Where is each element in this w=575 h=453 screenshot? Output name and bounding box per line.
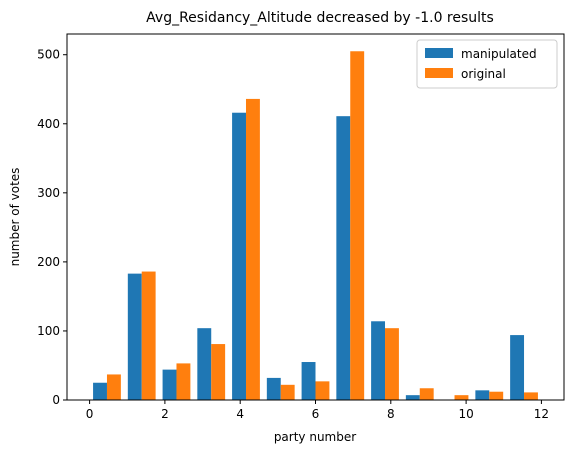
y-tick-label: 100 [37, 324, 60, 338]
bar-original [489, 391, 504, 400]
bar-manipulated [266, 377, 281, 400]
bar-manipulated [301, 362, 316, 400]
x-tick-label: 8 [387, 407, 395, 421]
legend-swatch [425, 48, 453, 58]
bar-manipulated [510, 335, 525, 400]
legend-label: manipulated [461, 47, 537, 61]
bar-original [419, 388, 434, 400]
y-tick-label: 500 [37, 48, 60, 62]
bar-manipulated [405, 395, 420, 400]
bar-manipulated [232, 112, 246, 400]
bar-original [524, 392, 538, 400]
bar-original [176, 363, 191, 400]
x-tick-label: 2 [161, 407, 169, 421]
chart-title: Avg_Residancy_Altitude decreased by -1.0… [146, 10, 494, 26]
bar-original [454, 395, 469, 400]
x-tick-label: 0 [86, 407, 94, 421]
x-axis-label: party number [274, 430, 356, 444]
y-tick-label: 400 [37, 117, 60, 131]
legend-swatch [425, 68, 453, 78]
bars-layer [93, 51, 538, 401]
x-tick-label: 10 [458, 407, 473, 421]
bar-original [141, 271, 156, 400]
bar-original [385, 328, 399, 400]
legend-label: original [461, 67, 506, 81]
bar-manipulated [162, 369, 177, 400]
x-tick-label: 4 [236, 407, 244, 421]
bar-original [245, 98, 260, 400]
bar-manipulated [197, 328, 212, 400]
bar-original [315, 381, 330, 400]
bar-manipulated [336, 116, 351, 401]
bar-original [350, 51, 365, 400]
y-tick-label: 300 [37, 186, 60, 200]
legend: manipulated original [416, 39, 558, 89]
ticks-layer: 0 2 4 6 8 10 12 0 100 200 300 400 500 [37, 48, 549, 421]
bar-manipulated [127, 273, 142, 400]
y-tick-label: 0 [52, 393, 60, 407]
bar-manipulated [371, 321, 386, 400]
y-axis-label: number of votes [8, 168, 22, 267]
x-tick-label: 12 [534, 407, 549, 421]
y-tick-label: 200 [37, 255, 60, 269]
x-tick-label: 6 [312, 407, 320, 421]
bar-manipulated [475, 390, 490, 400]
bar-original [106, 374, 121, 400]
bar-manipulated [93, 382, 107, 400]
bar-original [280, 384, 295, 400]
bar-original [211, 344, 226, 400]
